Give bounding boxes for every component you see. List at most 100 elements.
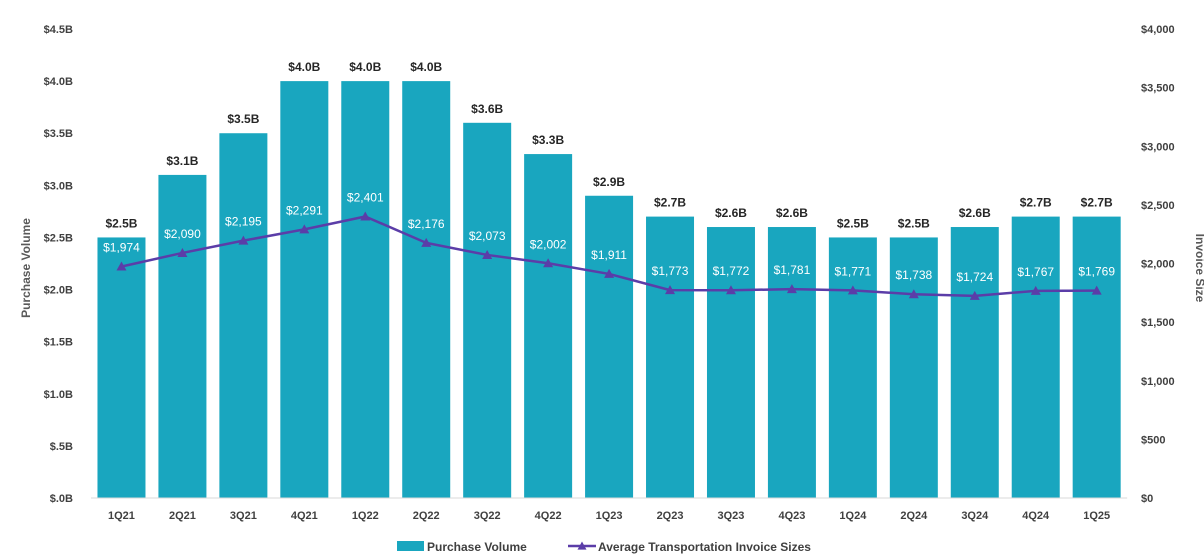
line-point	[299, 224, 310, 234]
line-point	[543, 258, 554, 268]
line-point	[360, 211, 371, 221]
line-data-label: $1,773	[652, 264, 689, 278]
line-point	[1030, 285, 1041, 295]
line-data-label: $1,781	[774, 263, 811, 277]
line-data-label: $1,767	[1017, 265, 1054, 279]
bar-data-label: $2.7B	[654, 196, 686, 210]
left-tick-label: $1.0B	[44, 389, 73, 401]
bar-data-label: $2.6B	[776, 206, 808, 220]
bar-labels: $2.5B $3.1B $3.5B $4.0B $4.0B $4.0B $3.6B $3.3B…	[105, 60, 1113, 230]
bar	[646, 216, 695, 498]
bar-data-label: $2.7B	[1081, 196, 1113, 210]
x-tick-label: 2Q21	[169, 510, 196, 522]
line-data-label: $2,176	[408, 217, 445, 231]
line-point	[786, 284, 797, 294]
right-tick-label: $2,000	[1141, 259, 1175, 271]
x-tick-label: 2Q23	[657, 510, 684, 522]
bar	[158, 174, 207, 498]
line-data-label: $1,911	[591, 248, 627, 262]
line-point	[665, 285, 676, 295]
bar	[280, 81, 329, 498]
line-data-label: $1,772	[713, 264, 750, 278]
line-data-label: $2,291	[286, 203, 323, 217]
line-point	[725, 285, 736, 295]
x-tick-label: 1Q22	[352, 510, 379, 522]
x-tick-label: 3Q24	[961, 510, 989, 522]
left-axis-ticks: $.0B $.5B $1.0B $1.5B $2.0B $2.5B $3.0B $3.5B $4…	[44, 24, 73, 505]
bar	[219, 133, 268, 498]
line-point	[116, 261, 127, 271]
bar-data-label: $4.0B	[349, 60, 381, 74]
bar-data-label: $2.6B	[715, 206, 747, 220]
right-tick-label: $2,500	[1141, 200, 1175, 212]
legend-purchase-volume-label: Purchase Volume	[427, 540, 527, 554]
bar	[950, 227, 999, 498]
left-tick-label: $1.5B	[44, 337, 73, 349]
bar	[1072, 216, 1121, 498]
line-data-label: $2,073	[469, 229, 506, 243]
x-tick-label: 4Q22	[535, 510, 562, 522]
x-tick-label: 3Q21	[230, 510, 257, 522]
x-tick-label: 4Q21	[291, 510, 318, 522]
line-data-label: $1,974	[103, 241, 140, 255]
right-tick-label: $0	[1141, 493, 1153, 505]
bar-data-label: $2.9B	[593, 175, 625, 189]
bar-data-label: $3.1B	[166, 154, 198, 168]
left-tick-label: $2.5B	[44, 232, 73, 244]
left-tick-label: $4.5B	[44, 24, 73, 36]
left-tick-label: $3.0B	[44, 180, 73, 192]
right-tick-label: $3,500	[1141, 83, 1175, 95]
left-axis-title: Purchase Volume	[19, 218, 33, 318]
x-tick-label: 3Q22	[474, 510, 501, 522]
left-tick-label: $.5B	[50, 441, 73, 453]
left-tick-label: $2.0B	[44, 285, 73, 297]
line-data-label: $2,401	[347, 190, 384, 204]
line-data-label: $1,769	[1078, 265, 1115, 279]
line-point	[908, 289, 919, 299]
x-tick-label: 2Q22	[413, 510, 440, 522]
bar-data-label: $3.6B	[471, 102, 503, 116]
bar	[828, 237, 877, 498]
bar	[889, 237, 938, 498]
left-tick-label: $4.0B	[44, 76, 73, 88]
line-point	[969, 290, 980, 300]
right-tick-label: $4,000	[1141, 24, 1175, 36]
bar	[97, 237, 146, 498]
x-tick-label: 3Q23	[718, 510, 745, 522]
legend-purchase-volume-swatch	[397, 541, 424, 551]
bar-data-label: $4.0B	[288, 60, 320, 74]
bar-data-label: $4.0B	[410, 60, 442, 74]
x-tick-label: 1Q23	[596, 510, 623, 522]
x-tick-label: 1Q21	[108, 510, 135, 522]
bar-data-label: $3.3B	[532, 133, 564, 147]
x-tick-label: 4Q24	[1022, 510, 1050, 522]
line-point	[177, 247, 188, 257]
x-axis-ticks: 1Q21 2Q21 3Q21 4Q21 1Q22 2Q22 3Q22 4Q22 1Q23 2Q23…	[108, 510, 1110, 522]
bar-data-label: $2.6B	[959, 206, 991, 220]
line-point	[482, 249, 493, 259]
line-data-label: $1,771	[835, 264, 872, 278]
line-point	[238, 235, 249, 245]
line-point	[1091, 285, 1102, 295]
line-data-label: $1,724	[956, 270, 993, 284]
x-tick-label: 4Q23	[778, 510, 805, 522]
left-tick-label: $.0B	[50, 493, 73, 505]
line-series: $1,974 $2,090 $2,195 $2,291 $2,401 $2,176 $2,0…	[103, 190, 1115, 300]
line-data-label: $1,738	[895, 268, 932, 282]
line-point	[421, 237, 432, 247]
bars	[97, 81, 1121, 499]
bar	[402, 81, 451, 498]
line-point	[847, 285, 858, 295]
bar	[767, 227, 816, 498]
right-tick-label: $500	[1141, 434, 1165, 446]
legend-invoice-size-marker	[577, 541, 587, 550]
bar-data-label: $3.5B	[227, 112, 259, 126]
bar	[1011, 216, 1060, 498]
line-point	[604, 268, 615, 278]
right-axis-title: Invoice Size	[1193, 234, 1204, 303]
right-tick-label: $1,500	[1141, 317, 1175, 329]
line-data-label: $2,090	[164, 227, 201, 241]
bar	[524, 154, 573, 499]
right-axis-ticks: $0 $500 $1,000 $1,500 $2,000 $2,500 $3,000 $3,5…	[1141, 24, 1175, 505]
